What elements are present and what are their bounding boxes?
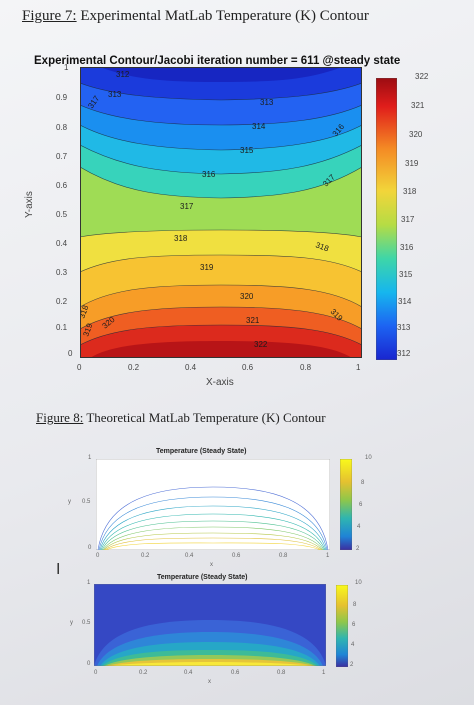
contour-label: 318 — [314, 240, 330, 253]
figure8-caption: Figure 8: Theoretical MatLab Temperature… — [36, 410, 326, 426]
colorbar-tick: 317 — [401, 215, 415, 224]
ytick: 0.4 — [56, 239, 68, 248]
figure8-plot2-colorbar — [336, 585, 348, 667]
contour-label: 312 — [116, 70, 130, 79]
colorbar-tick: 320 — [409, 130, 423, 139]
xtick: 0 — [77, 363, 82, 372]
contour-label: 316 — [202, 170, 216, 179]
ytick: 0.5 — [82, 499, 91, 505]
ytick: 0.6 — [56, 181, 68, 190]
colorbar-tick: 316 — [400, 243, 414, 252]
figure7-caption-label: Figure 7: — [22, 8, 77, 24]
xtick: 0.4 — [184, 670, 193, 676]
colorbar-tick: 312 — [397, 349, 411, 358]
colorbar-tick: 319 — [405, 159, 419, 168]
colorbar-tick: 10 — [355, 580, 362, 586]
xtick: 0 — [94, 670, 98, 676]
ytick: 0.2 — [56, 297, 68, 306]
figure8-plot1-xlabel: x — [210, 562, 213, 568]
ytick: 0.3 — [56, 268, 68, 277]
contour-label: 322 — [254, 340, 268, 349]
xtick: 1 — [326, 553, 330, 559]
contour-label: 319 — [200, 263, 214, 272]
ytick: 1 — [88, 455, 92, 461]
ytick: 1 — [64, 63, 69, 72]
figure7-colorbar — [376, 78, 397, 360]
colorbar-tick: 315 — [399, 270, 413, 279]
colorbar-tick: 6 — [352, 622, 356, 628]
contour-label: 318 — [80, 304, 91, 320]
figure8-plot1-colorbar — [340, 459, 352, 550]
ytick: 0.5 — [56, 210, 68, 219]
colorbar-tick: 2 — [350, 662, 354, 668]
xtick: 0.8 — [277, 670, 286, 676]
figure8-heatmap-plot — [94, 584, 326, 666]
colorbar-tick: 10 — [365, 455, 372, 461]
figure8-caption-label: Figure 8: — [36, 410, 84, 425]
xtick: 0.2 — [128, 363, 140, 372]
xtick: 1 — [322, 670, 326, 676]
ytick: 1 — [87, 580, 91, 586]
contour-label: 313 — [260, 98, 274, 107]
figure8-caption-text: Theoretical MatLab Temperature (K) Conto… — [83, 410, 326, 425]
figure7-caption-text: Experimental MatLab Temperature (K) Cont… — [76, 8, 369, 24]
figure7-contour-plot: 312 313 317 313 314 315 316 317 318 319 … — [80, 67, 362, 358]
colorbar-tick: 313 — [397, 323, 411, 332]
colorbar-tick: 4 — [351, 642, 355, 648]
xtick: 0.4 — [185, 553, 194, 559]
ytick: 0 — [88, 545, 92, 551]
figure7-xlabel: X-axis — [206, 377, 234, 388]
colorbar-tick: 4 — [357, 524, 361, 530]
colorbar-tick: 8 — [353, 602, 357, 608]
text-cursor-icon: I — [56, 561, 61, 578]
contour-label: 317 — [180, 202, 194, 211]
colorbar-tick: 321 — [411, 101, 425, 110]
figure8-plot2-xlabel: x — [208, 679, 211, 685]
colorbar-tick: 318 — [403, 187, 417, 196]
figure8-plot2-ylabel: y — [70, 620, 73, 626]
figure7-plot-title: Experimental Contour/Jacobi iteration nu… — [34, 55, 401, 67]
figure8-plot1-ylabel: y — [68, 499, 71, 505]
colorbar-tick: 322 — [415, 72, 429, 81]
xtick: 0.2 — [139, 670, 148, 676]
xtick: 0.8 — [279, 553, 288, 559]
ytick: 0 — [87, 661, 91, 667]
xtick: 0.2 — [141, 553, 150, 559]
xtick: 0.6 — [232, 553, 241, 559]
colorbar-tick: 314 — [398, 297, 412, 306]
xtick: 1 — [356, 363, 361, 372]
figure7-ylabel: Y-axis — [24, 191, 35, 218]
xtick: 0.6 — [242, 363, 254, 372]
figure7-caption: Figure 7: Experimental MatLab Temperatur… — [22, 8, 369, 25]
xtick: 0.6 — [231, 670, 240, 676]
ytick: 0.8 — [56, 123, 68, 132]
figure8-line-contour-plot — [96, 459, 330, 550]
colorbar-tick: 6 — [359, 502, 363, 508]
contour-label: 315 — [240, 146, 254, 155]
colorbar-tick: 2 — [356, 546, 360, 552]
contour-label: 321 — [246, 316, 260, 325]
contour-label: 320 — [240, 292, 254, 301]
figure8-plot1-title: Temperature (Steady State) — [156, 448, 247, 455]
ytick: 0.7 — [56, 152, 68, 161]
colorbar-tick: 8 — [361, 480, 365, 486]
xtick: 0.8 — [300, 363, 312, 372]
figure8-plot2-title: Temperature (Steady State) — [157, 574, 248, 581]
contour-label: 319 — [81, 322, 94, 338]
ytick: 0.1 — [56, 323, 68, 332]
ytick: 0 — [68, 349, 73, 358]
contour-label: 314 — [252, 122, 266, 131]
ytick: 0.5 — [82, 620, 91, 626]
xtick: 0.4 — [185, 363, 197, 372]
contour-label: 318 — [174, 234, 188, 243]
contour-label: 313 — [108, 90, 122, 99]
xtick: 0 — [96, 553, 100, 559]
ytick: 0.9 — [56, 93, 68, 102]
